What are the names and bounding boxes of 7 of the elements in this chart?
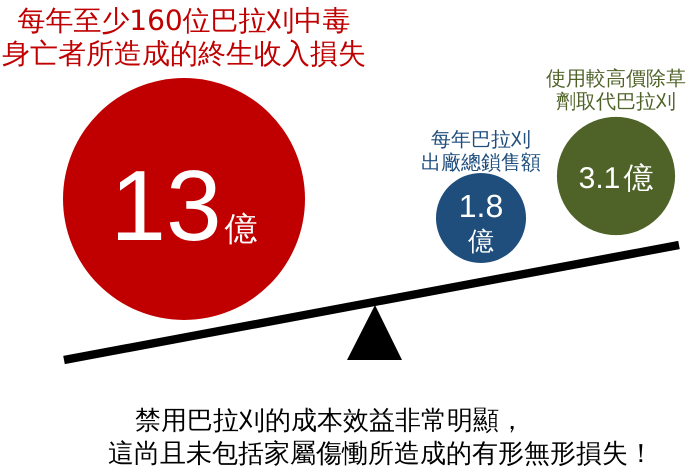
category-label: 每年巴拉刈出廠總鎖售額 xyxy=(421,127,541,174)
text: 禁用巴拉刈的成本效益非常明顯，這尚且未包括家屬傷慟所造成的有形無形損失！ xyxy=(108,406,654,469)
category-label: 使用較高價除草劑取代巴拉刈 xyxy=(546,66,686,113)
category-label: 每年至少160位巴拉刈中毒身亡者所造成的終生收入損失 xyxy=(2,4,366,70)
data-label: 13億 xyxy=(110,150,258,262)
data-label: 1.8億 xyxy=(458,188,504,257)
data-label: 3.1億 xyxy=(578,161,654,196)
